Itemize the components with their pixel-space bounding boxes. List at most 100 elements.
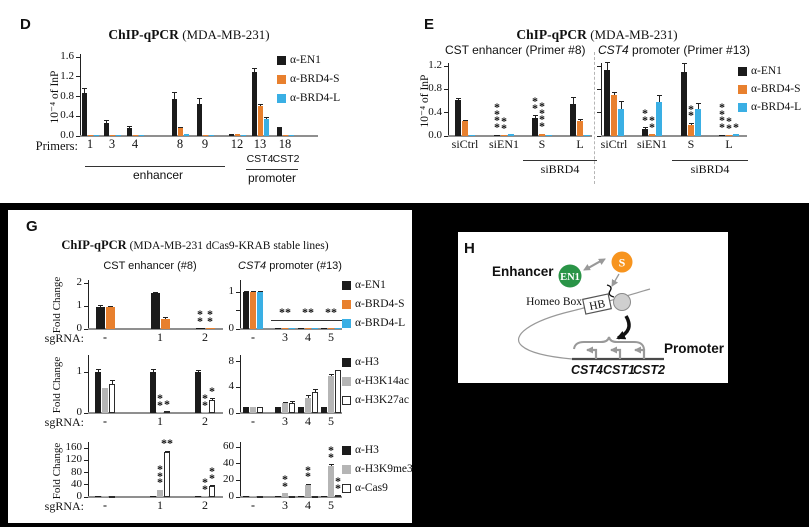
significance: **: [197, 307, 203, 328]
y-axis: [448, 63, 449, 136]
y-tick-label: 4: [228, 380, 235, 393]
x-axis: [240, 328, 342, 330]
y-tick: [76, 135, 80, 137]
error-bar: [621, 100, 622, 109]
x-axis: [88, 328, 223, 330]
y-tick-label: 40: [71, 477, 82, 490]
y-tick-label: 1.6: [60, 50, 74, 62]
category-label: 2: [202, 498, 208, 512]
y-tick: [84, 472, 88, 474]
legend-label: α-Cas9: [355, 482, 388, 494]
x-axis: [88, 496, 223, 498]
category-label: -: [103, 498, 107, 512]
panel-g-title-rest: (MDA-MB-231 dCas9-KRAB stable lines): [126, 240, 329, 252]
e-right-subtitle-italic: CST4: [598, 43, 629, 57]
category-label: siCtrl: [600, 137, 628, 151]
bar-α-H3: [243, 407, 249, 413]
bar-α-BRD4-L: [618, 109, 624, 136]
category-label: 18: [278, 137, 292, 151]
category-label: L: [576, 137, 584, 151]
bar-α-EN1: [298, 328, 304, 329]
error-bar: [198, 369, 199, 372]
significance: **: [532, 94, 538, 115]
error-bar-cap: [329, 374, 334, 376]
category-label: 2: [202, 414, 208, 428]
bar-α-BRD4-L: [240, 135, 246, 136]
significance: **: [688, 101, 694, 123]
primers-label: Primers:: [35, 139, 78, 153]
x-axis: [601, 135, 747, 137]
category-label: siCtrl: [451, 137, 479, 151]
y-tick: [84, 496, 88, 498]
chart-D: 0.0 0.4 0.8 1.2 1.6 1 3 4 8 9 12 13 18: [60, 51, 318, 150]
bar-α-H3K14ac: [282, 403, 288, 413]
y-tick-label: 80: [71, 465, 82, 478]
bar-α-BRD4-L: [733, 134, 739, 136]
bar-α-H3: [298, 496, 304, 497]
significance: **: [335, 474, 341, 495]
bar-α-BRD4-L: [115, 135, 121, 136]
error-bar: [698, 102, 699, 109]
category-label: 3: [108, 137, 116, 151]
category-label: 1: [157, 330, 163, 344]
error-bar: [573, 97, 574, 104]
bar-α-H3K14ac: [157, 412, 163, 413]
panel-g-title: ChIP-qPCR (MDA-MB-231 dCas9-KRAB stable …: [55, 238, 335, 253]
e-right-sibrd4-underline: [672, 160, 748, 161]
e-left-sibrd4-label: siBRD4: [540, 162, 580, 176]
en1-circle-icon: [558, 264, 582, 288]
bar-α-BRD4-S: [282, 135, 288, 136]
significance: * * * *: [719, 100, 725, 134]
y-tick: [236, 479, 240, 481]
error-bar: [607, 62, 608, 70]
category-label: 8: [176, 137, 184, 151]
bar-α-EN1: [195, 328, 205, 329]
bar-α-H3K27ac: [335, 370, 341, 413]
transcription-arrow-icon: [610, 346, 622, 359]
top-panel-background: [0, 0, 809, 203]
en1-circle-label: EN1: [560, 272, 580, 283]
panel-e-title-bold: ChIP-qPCR: [516, 27, 587, 42]
chart-G_mid_left: 0 1-1 * * * 2 * * *: [77, 355, 223, 427]
significance: **: [649, 113, 655, 134]
error-bar-cap: [689, 122, 694, 124]
bar-α-H3: [298, 407, 304, 413]
bar-α-BRD4-S: [177, 128, 183, 136]
error-bar-cap: [258, 103, 263, 105]
legend-swatch-α-BRD4-L: [277, 94, 286, 103]
bar-α-BRD4-S: [577, 121, 583, 136]
y-axis: [80, 54, 81, 136]
bar-α-H3K27ac: [209, 400, 215, 413]
bar-α-EN1: [150, 293, 160, 329]
bar-α-H3: [243, 496, 249, 497]
error-bar-cap: [533, 115, 538, 117]
error-bar-cap: [306, 483, 311, 485]
e-panel-divider: [594, 52, 595, 184]
y-tick-label: 0.0: [428, 129, 442, 141]
y-tick-label: 0: [228, 490, 235, 502]
s-circle-label: S: [619, 256, 626, 270]
bar-α-BRD4-S: [328, 328, 334, 329]
e-right-subtitle: CST4 promoter (Primer #13): [598, 43, 750, 57]
y-tick: [76, 115, 80, 117]
x-axis: [448, 135, 592, 137]
hb-label: HB: [588, 298, 606, 313]
category-label: 1: [86, 137, 94, 151]
error-bar: [659, 95, 660, 102]
legend-label: α-H3: [355, 356, 379, 368]
bar-α-EN1: [719, 135, 725, 136]
significance: *: [209, 383, 215, 398]
group-significance-line: [294, 320, 322, 321]
y-tick: [444, 135, 448, 137]
bar-α-BRD4-S: [87, 135, 93, 136]
bar-α-H3K14ac: [202, 412, 208, 413]
bar-α-EN1: [81, 93, 87, 136]
error-bar: [260, 103, 261, 106]
bar-α-EN1: [321, 328, 327, 329]
legend-swatch-α-EN1: [342, 281, 351, 290]
bar-α-BRD4-L: [546, 135, 552, 136]
y-tick: [597, 65, 601, 67]
y-tick: [597, 112, 601, 114]
bar-α-EN1: [228, 134, 234, 136]
bar-α-BRD4-S: [257, 106, 263, 136]
